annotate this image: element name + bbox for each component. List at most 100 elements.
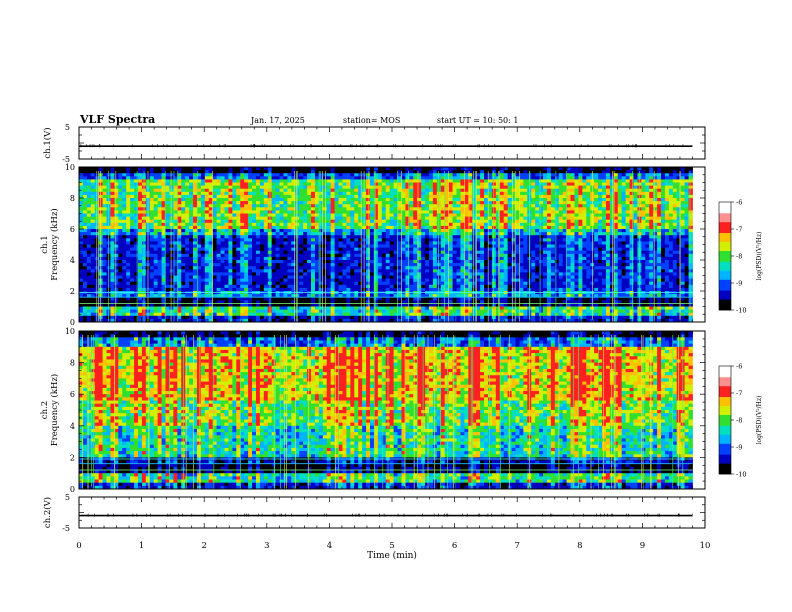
- spec-cell: [224, 256, 229, 261]
- spec-cell: [334, 179, 339, 183]
- spec-cell: [322, 225, 328, 230]
- spec-cell: [259, 256, 265, 261]
- spec-cell: [401, 312, 406, 317]
- spec-cell: [165, 216, 170, 221]
- spec-cell: [440, 198, 446, 202]
- spec-cell: [240, 194, 245, 199]
- spec-cell: [429, 216, 434, 221]
- spec-cell: [157, 272, 162, 276]
- spec-cell: [330, 253, 336, 258]
- spec-cell: [118, 300, 123, 304]
- spec-cell: [299, 250, 304, 255]
- spec-cell: [177, 204, 182, 208]
- ch1-spectrogram: [79, 167, 693, 323]
- spec-cell: [224, 281, 229, 286]
- spec-cell: [409, 170, 414, 174]
- spec-cell: [232, 263, 237, 267]
- spec-cell: [263, 315, 269, 320]
- spec-cell: [432, 287, 438, 292]
- spec-cell: [200, 300, 206, 304]
- spec-cell: [393, 247, 398, 252]
- spec-cell: [137, 219, 143, 224]
- spec-cell: [370, 269, 375, 273]
- spec-cell: [370, 170, 375, 174]
- spec-cell: [208, 219, 214, 224]
- spec-cell: [311, 222, 316, 227]
- spec-cell: [291, 219, 296, 224]
- spec-cell: [181, 278, 186, 283]
- spec-cell: [208, 306, 214, 310]
- spec-cell: [401, 173, 406, 177]
- spec-cell: [373, 294, 379, 298]
- spec-cell: [354, 256, 359, 261]
- spec-cell: [366, 194, 371, 199]
- spec-cell: [122, 229, 127, 233]
- spec-cell: [413, 284, 418, 289]
- spec-cell: [456, 167, 461, 171]
- spec-cell: [334, 269, 339, 273]
- spec-cell: [417, 284, 422, 289]
- spec-cell: [464, 210, 469, 214]
- spec-cell: [244, 266, 249, 270]
- spec-cell: [358, 244, 363, 248]
- spec-cell: [287, 170, 292, 174]
- spec-cell: [255, 213, 261, 217]
- spec-cell: [370, 176, 375, 180]
- spec-cell: [177, 219, 182, 224]
- spec-cell: [181, 191, 186, 196]
- spec-cell: [314, 253, 320, 258]
- spec-cell: [425, 173, 430, 177]
- spec-cell: [200, 210, 206, 214]
- spec-cell: [275, 303, 280, 307]
- spec-cell: [358, 170, 363, 174]
- spec-cell: [216, 191, 221, 196]
- spec-cell: [330, 260, 336, 264]
- spec-cell: [421, 269, 426, 273]
- spec-cell: [358, 260, 363, 264]
- spec-cell: [389, 216, 394, 221]
- spec-cell: [287, 204, 292, 208]
- spec-cell: [342, 244, 347, 248]
- spec-cell: [204, 312, 210, 317]
- spec-cell: [275, 216, 280, 221]
- spec-cell: [448, 300, 453, 304]
- spec-cell: [440, 219, 446, 224]
- spec-cell: [448, 303, 453, 307]
- spec-cell: [326, 309, 332, 314]
- spec-cell: [464, 188, 469, 193]
- spec-cell: [456, 263, 461, 267]
- spec-cell: [248, 222, 253, 227]
- spec-cell: [444, 225, 450, 230]
- spec-cell: [102, 275, 107, 279]
- spec-cell: [255, 306, 261, 310]
- spec-cell: [409, 281, 414, 286]
- spec-cell: [153, 306, 159, 310]
- spec-cell: [79, 216, 84, 221]
- spec-cell: [342, 241, 347, 245]
- spec-cell: [429, 269, 434, 273]
- spec-cell: [358, 229, 363, 233]
- spec-cell: [236, 194, 241, 199]
- spec-cell: [259, 284, 265, 289]
- spec-cell: [314, 312, 320, 317]
- spec-cell: [86, 213, 92, 217]
- spec-cell: [149, 185, 155, 190]
- spec-cell: [255, 204, 261, 208]
- spec-cell: [279, 303, 284, 307]
- spec-cell: [267, 167, 273, 171]
- spec-cell: [326, 173, 332, 177]
- spec-cell: [338, 300, 343, 304]
- spec-cell: [244, 188, 249, 193]
- spec-cell: [240, 253, 245, 258]
- spec-cell: [397, 247, 402, 252]
- spec-cell: [86, 263, 92, 267]
- spec-cell: [307, 300, 312, 304]
- spec-cell: [303, 191, 308, 196]
- spec-cell: [334, 266, 339, 270]
- spec-cell: [173, 210, 178, 214]
- spec-cell: [110, 219, 115, 224]
- spec-cell: [208, 238, 214, 242]
- spec-cell: [366, 281, 371, 286]
- spec-cell: [358, 315, 363, 320]
- spec-cell: [220, 294, 225, 298]
